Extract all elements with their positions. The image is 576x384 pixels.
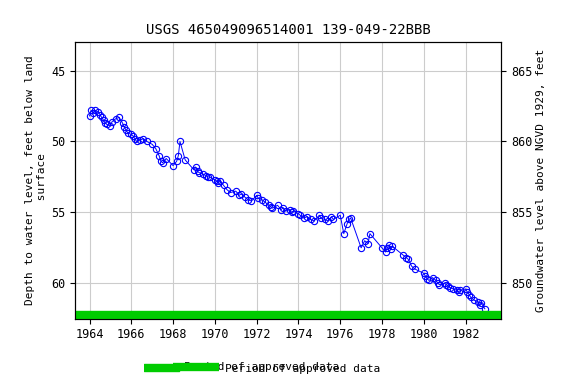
Text: Period of approved data: Period of approved data	[225, 364, 380, 374]
Text: Period of approved data: Period of approved data	[184, 362, 340, 372]
Y-axis label: Depth to water level, feet below land
 surface: Depth to water level, feet below land su…	[25, 56, 47, 305]
Y-axis label: Groundwater level above NGVD 1929, feet: Groundwater level above NGVD 1929, feet	[536, 49, 547, 312]
Title: USGS 465049096514001 139-049-22BBB: USGS 465049096514001 139-049-22BBB	[146, 23, 430, 37]
